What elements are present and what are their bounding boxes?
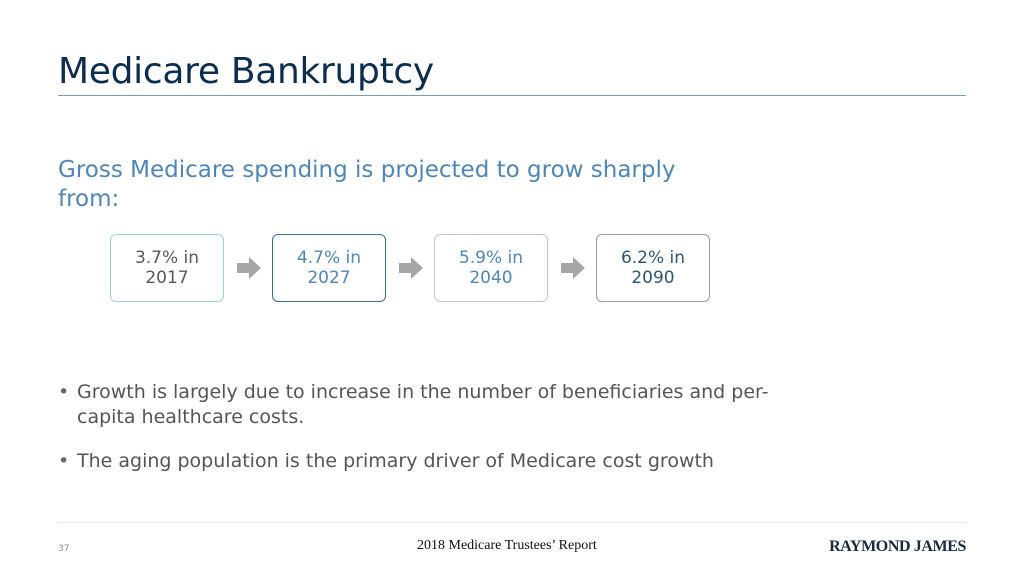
process-step-label: 4.7% in 2027 (296, 248, 362, 288)
right-arrow-icon (561, 257, 585, 279)
process-step-2027: 4.7% in 2027 (272, 234, 386, 302)
process-step-2017: 3.7% in 2017 (110, 234, 224, 302)
process-step-label: 6.2% in 2090 (620, 248, 686, 288)
process-step-2040: 5.9% in 2040 (434, 234, 548, 302)
process-step-2090: 6.2% in 2090 (596, 234, 710, 302)
slide-subtitle: Gross Medicare spending is projected to … (58, 157, 676, 212)
process-step-label: 5.9% in 2040 (458, 248, 524, 288)
source-citation: 2018 Medicare Trustees’ Report (417, 538, 597, 553)
bullet-item: Growth is largely due to increase in the… (58, 380, 778, 430)
footer-divider (58, 522, 966, 523)
right-arrow-icon (237, 257, 261, 279)
right-arrow-icon (399, 257, 423, 279)
bullet-list: Growth is largely due to increase in the… (58, 380, 778, 493)
company-logo: RAYMOND JAMES (829, 538, 966, 555)
page-number: 37 (58, 544, 70, 554)
slide-title: Medicare Bankruptcy (58, 51, 434, 92)
process-step-label: 3.7% in 2017 (134, 248, 200, 288)
bullet-item: The aging population is the primary driv… (58, 449, 778, 474)
title-divider (58, 95, 966, 96)
